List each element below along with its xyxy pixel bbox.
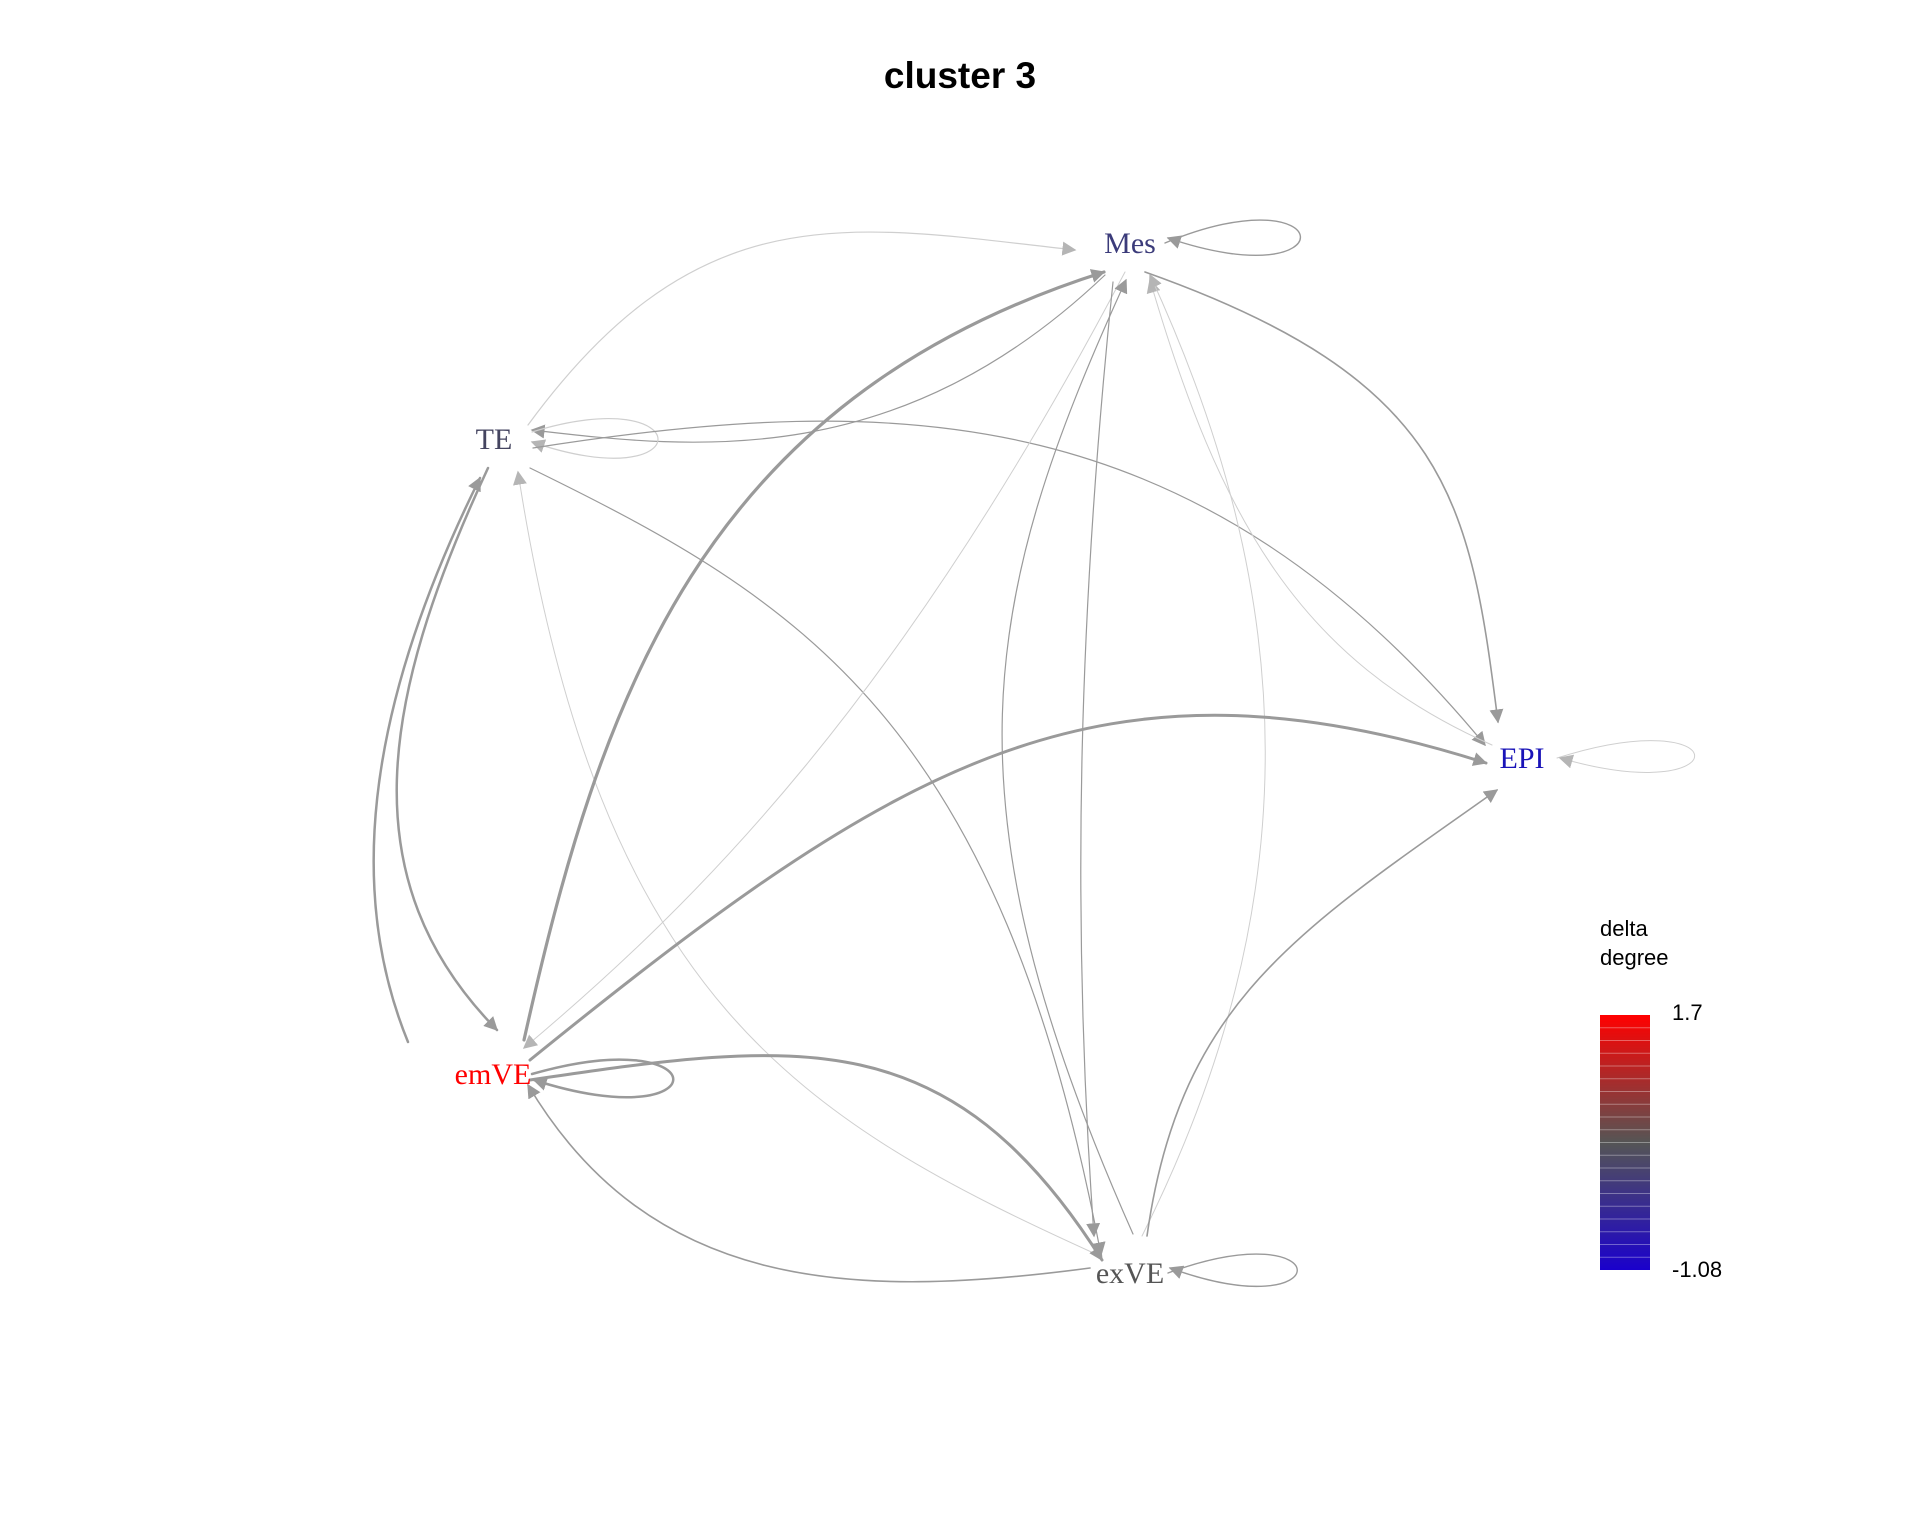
edge-te-to-mes [527, 231, 1077, 426]
chart-title: cluster 3 [883, 55, 1037, 96]
edge-epi-self [1556, 740, 1695, 773]
edge-emve-to-epi [528, 713, 1488, 1062]
node-mes: Mes [1104, 227, 1156, 260]
edge-emve-to-te [372, 476, 482, 1044]
node-te: TE [476, 423, 513, 456]
edge-epi-to-mes [1146, 278, 1493, 746]
edge-exve-self [1167, 1253, 1298, 1288]
edge-mes-to-te [530, 274, 1106, 443]
edge-exve-to-te [513, 470, 1099, 1256]
node-epi: EPI [1500, 742, 1545, 775]
edge-mes-self [1164, 219, 1302, 256]
edge-te-self [530, 417, 659, 459]
edge-te-to-epi [532, 420, 1486, 747]
edge-emve-self [530, 1058, 675, 1099]
edge-emve-to-mes-thick [522, 269, 1106, 1042]
node-labels-group: Mes TE EPI emVE exVE [455, 227, 1545, 1290]
edge-exve-to-mes-2 [1141, 273, 1266, 1237]
edge-exve-to-emve [527, 1083, 1091, 1283]
edge-mes-to-exve [1080, 281, 1114, 1238]
color-legend: delta degree 1.7 -1.08 [1600, 916, 1722, 1282]
legend-min-label: -1.08 [1672, 1257, 1722, 1282]
legend-bar-segments [1600, 1027, 1650, 1258]
edge-emve-to-exve [528, 1054, 1104, 1262]
legend-max-label: 1.7 [1672, 1000, 1703, 1025]
edge-te-to-emve [395, 466, 499, 1032]
legend-title-line1: delta [1600, 916, 1648, 941]
legend-title-line2: degree [1600, 945, 1669, 970]
node-exve: exVE [1096, 1257, 1164, 1290]
node-emve: emVE [455, 1058, 532, 1091]
edge-mes-to-emve [522, 271, 1126, 1049]
edge-te-to-exve [529, 467, 1106, 1257]
edge-mes-to-epi [1144, 271, 1504, 724]
legend-color-bar [1600, 1015, 1650, 1270]
edges-group [372, 219, 1695, 1288]
edge-exve-to-epi [1146, 789, 1499, 1237]
edge-exve-to-mes [1001, 278, 1134, 1235]
